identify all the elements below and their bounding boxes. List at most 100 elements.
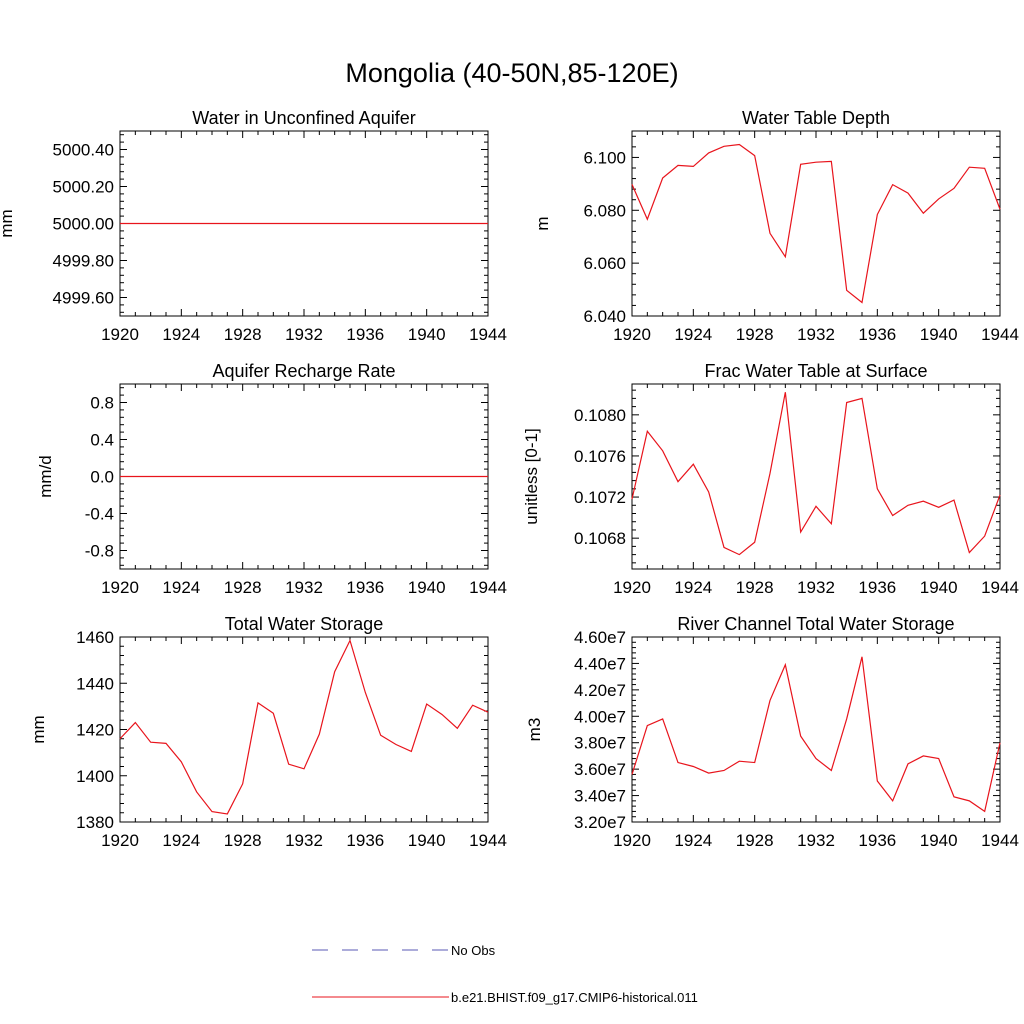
x-tick-label: 1924 bbox=[162, 831, 200, 850]
y-tick-label: 3.80e7 bbox=[574, 734, 626, 753]
panel-5: Total Water Storage mm 1920 1924 1928 1932 193… bbox=[29, 614, 507, 850]
y-tick-label: 0.8 bbox=[90, 394, 114, 413]
x-tick-label: 1936 bbox=[346, 831, 384, 850]
plot-frame bbox=[631, 130, 1001, 317]
plot-frame bbox=[631, 383, 1001, 570]
legend: No Obs b.e21.BHIST.f09_g17.CMIP6-historic… bbox=[312, 943, 698, 1005]
y-tick-label: 4999.60 bbox=[53, 289, 114, 308]
x-tick-label: 1944 bbox=[469, 578, 507, 597]
y-tick-label: 1380 bbox=[76, 813, 114, 832]
x-tick-label: 1920 bbox=[613, 578, 651, 597]
x-tick-label: 1940 bbox=[920, 325, 958, 344]
x-tick-label: 1928 bbox=[736, 325, 774, 344]
series-line bbox=[631, 392, 1001, 556]
panel-2: Water Table Depth m 1920 1924 1928 1932 1936 19… bbox=[533, 108, 1019, 344]
y-tick-label: 6.060 bbox=[583, 254, 626, 273]
x-tick-label: 1920 bbox=[613, 831, 651, 850]
x-tick-label: 1932 bbox=[797, 578, 835, 597]
y-tick-label: 4.60e7 bbox=[574, 628, 626, 647]
y-axis-label: m3 bbox=[525, 718, 544, 742]
y-tick-label: 6.080 bbox=[583, 201, 626, 220]
panel-title: River Channel Total Water Storage bbox=[677, 614, 954, 634]
y-tick-label: 4.20e7 bbox=[574, 681, 626, 700]
legend-label: b.e21.BHIST.f09_g17.CMIP6-historical.011 bbox=[451, 990, 698, 1005]
x-tick-label: 1944 bbox=[981, 831, 1019, 850]
x-tick-label: 1940 bbox=[408, 578, 446, 597]
panel-title: Water in Unconfined Aquifer bbox=[192, 108, 415, 128]
y-tick-label: 0.1072 bbox=[574, 488, 626, 507]
panel-title: Frac Water Table at Surface bbox=[704, 361, 927, 381]
x-tick-label: 1932 bbox=[285, 831, 323, 850]
y-tick-label: 6.100 bbox=[583, 148, 626, 167]
y-tick-label: 0.1076 bbox=[574, 447, 626, 466]
x-tick-label: 1928 bbox=[224, 325, 262, 344]
x-tick-label: 1936 bbox=[858, 831, 896, 850]
y-tick-label: 5000.40 bbox=[53, 141, 114, 160]
x-tick-label: 1944 bbox=[981, 578, 1019, 597]
y-tick-label: 0.1068 bbox=[574, 529, 626, 548]
x-tick-label: 1928 bbox=[224, 578, 262, 597]
panels: Water in Unconfined Aquifer mm 1920 1924 192… bbox=[0, 108, 1019, 850]
x-tick-label: 1944 bbox=[469, 325, 507, 344]
x-tick-label: 1924 bbox=[162, 578, 200, 597]
legend-item-1: No Obs bbox=[312, 943, 496, 958]
panel-1: Water in Unconfined Aquifer mm 1920 1924 192… bbox=[0, 108, 507, 344]
x-tick-label: 1932 bbox=[285, 578, 323, 597]
y-tick-label: 5000.20 bbox=[53, 178, 114, 197]
y-tick-label: 3.20e7 bbox=[574, 813, 626, 832]
x-tick-label: 1936 bbox=[858, 578, 896, 597]
x-tick-label: 1928 bbox=[224, 831, 262, 850]
y-axis-label: unitless [0-1] bbox=[522, 428, 541, 524]
y-tick-label: 3.60e7 bbox=[574, 760, 626, 779]
y-tick-label: 4.00e7 bbox=[574, 707, 626, 726]
x-tick-label: 1920 bbox=[101, 325, 139, 344]
plot-frame bbox=[119, 636, 489, 823]
x-tick-label: 1940 bbox=[408, 325, 446, 344]
y-tick-label: 1440 bbox=[76, 674, 114, 693]
x-tick-label: 1936 bbox=[346, 578, 384, 597]
x-tick-label: 1928 bbox=[736, 578, 774, 597]
y-tick-label: 1400 bbox=[76, 767, 114, 786]
x-tick-label: 1932 bbox=[797, 831, 835, 850]
x-tick-label: 1940 bbox=[408, 831, 446, 850]
y-tick-label: 6.040 bbox=[583, 307, 626, 326]
panel-3: Aquifer Recharge Rate mm/d 1920 1924 1928 193… bbox=[36, 361, 507, 597]
y-tick-label: -0.8 bbox=[85, 542, 114, 561]
x-tick-label: 1920 bbox=[101, 831, 139, 850]
y-axis-label: m bbox=[533, 216, 552, 230]
series-line bbox=[631, 143, 1001, 304]
y-axis-label: mm bbox=[29, 715, 48, 743]
y-tick-label: 3.40e7 bbox=[574, 787, 626, 806]
legend-label: No Obs bbox=[451, 943, 496, 958]
x-tick-label: 1924 bbox=[674, 578, 712, 597]
y-axis-label: mm/d bbox=[36, 455, 55, 498]
y-tick-label: 4.40e7 bbox=[574, 654, 626, 673]
x-tick-label: 1932 bbox=[285, 325, 323, 344]
x-tick-label: 1920 bbox=[613, 325, 651, 344]
panel-4: Frac Water Table at Surface unitless [0-1… bbox=[522, 361, 1019, 597]
x-tick-label: 1920 bbox=[101, 578, 139, 597]
panel-6: River Channel Total Water Storage m3 1920 1… bbox=[525, 614, 1019, 850]
series-line bbox=[119, 638, 489, 815]
x-tick-label: 1928 bbox=[736, 831, 774, 850]
y-tick-label: 1420 bbox=[76, 721, 114, 740]
x-tick-label: 1944 bbox=[469, 831, 507, 850]
panel-title: Aquifer Recharge Rate bbox=[212, 361, 395, 381]
x-tick-label: 1936 bbox=[346, 325, 384, 344]
series-line bbox=[631, 656, 1001, 813]
y-tick-label: 0.0 bbox=[90, 468, 114, 487]
plot-frame bbox=[631, 636, 1001, 823]
x-tick-label: 1936 bbox=[858, 325, 896, 344]
panel-title: Water Table Depth bbox=[742, 108, 890, 128]
y-tick-label: 0.4 bbox=[90, 431, 114, 450]
x-tick-label: 1924 bbox=[162, 325, 200, 344]
y-tick-label: 4999.80 bbox=[53, 252, 114, 271]
x-tick-label: 1924 bbox=[674, 325, 712, 344]
x-tick-label: 1940 bbox=[920, 831, 958, 850]
y-tick-label: 0.1080 bbox=[574, 406, 626, 425]
x-tick-label: 1940 bbox=[920, 578, 958, 597]
x-tick-label: 1924 bbox=[674, 831, 712, 850]
x-tick-label: 1932 bbox=[797, 325, 835, 344]
y-tick-label: 1460 bbox=[76, 628, 114, 647]
y-tick-label: 5000.00 bbox=[53, 215, 114, 234]
